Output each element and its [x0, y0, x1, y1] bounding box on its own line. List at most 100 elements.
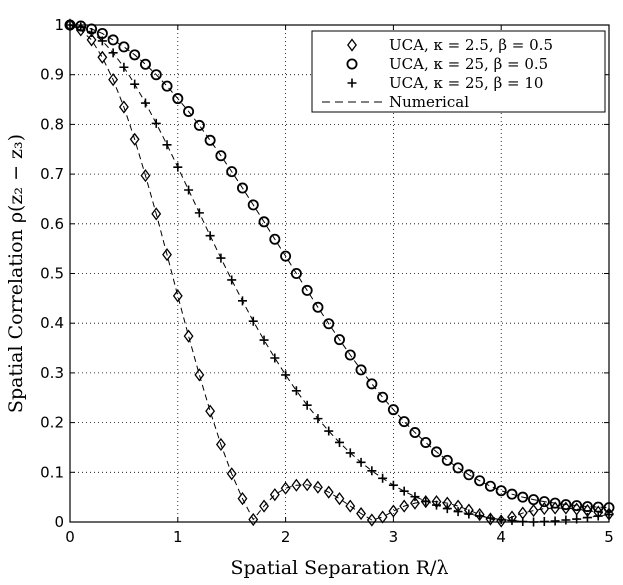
data-point-series-3 [485, 513, 495, 523]
data-point-series-1 [205, 404, 216, 418]
data-point-series-1 [108, 73, 119, 87]
data-point-series-2 [172, 93, 184, 105]
data-point-series-1 [410, 496, 420, 510]
data-point-series-1 [280, 481, 291, 495]
data-point-series-2 [301, 284, 313, 296]
data-point-series-2 [118, 41, 130, 53]
data-point-series-1 [86, 33, 97, 47]
data-point-series-3 [475, 511, 485, 521]
x-tick-label: 0 [65, 528, 75, 546]
data-point-series-2 [452, 462, 464, 474]
data-point-series-3 [173, 162, 183, 172]
data-point-series-2 [474, 475, 486, 487]
data-point-series-2 [538, 496, 550, 508]
data-point-series-1 [334, 492, 345, 506]
x-axis-label: Spatial Separation R/λ [231, 557, 449, 579]
data-point-series-3 [582, 513, 592, 523]
data-point-series-3 [119, 62, 129, 72]
data-point-series-3 [410, 492, 420, 502]
data-point-series-1 [248, 512, 259, 527]
data-point-series-3 [335, 437, 344, 447]
data-point-series-3 [248, 316, 258, 326]
data-point-series-1 [162, 248, 172, 262]
data-point-series-2 [139, 58, 151, 70]
data-point-series-2 [571, 500, 583, 512]
data-point-series-1 [259, 499, 269, 513]
data-point-series-3 [291, 386, 301, 396]
data-point-series-3 [464, 509, 474, 519]
data-point-series-1 [215, 437, 226, 452]
data-point-series-2 [183, 105, 195, 117]
data-point-series-1 [323, 485, 334, 499]
x-tick-label: 4 [496, 528, 506, 546]
data-point-series-1 [194, 368, 205, 382]
data-point-series-1 [151, 207, 162, 221]
data-point-series-1 [399, 499, 410, 513]
data-point-series-2 [506, 488, 518, 500]
data-point-series-2 [517, 491, 529, 503]
data-point-series-2 [560, 499, 572, 511]
data-point-series-1 [97, 50, 108, 64]
data-point-series-1 [237, 492, 248, 506]
data-point-series-2 [398, 416, 410, 428]
data-point-series-1 [183, 329, 194, 343]
data-point-series-1 [388, 504, 399, 518]
data-point-series-3 [281, 370, 291, 380]
data-point-series-2 [161, 80, 173, 92]
data-point-series-1 [356, 506, 366, 521]
legend-marker-series-3 [347, 78, 357, 88]
data-point-series-2 [236, 182, 248, 194]
data-point-series-2 [312, 301, 324, 313]
data-point-series-3 [130, 79, 140, 89]
data-point-series-3 [453, 507, 463, 517]
data-point-series-1 [560, 501, 571, 515]
data-point-series-1 [172, 289, 183, 303]
data-point-series-3 [561, 515, 571, 525]
data-point-series-2 [258, 216, 270, 228]
data-point-series-3 [87, 27, 97, 37]
x-tick-label: 1 [173, 528, 183, 546]
data-point-series-2 [333, 334, 345, 346]
data-point-series-3 [194, 208, 204, 218]
data-point-series-3 [227, 275, 237, 285]
data-point-series-2 [463, 469, 475, 481]
x-tick-label: 2 [281, 528, 291, 546]
legend-label-series-2: UCA, κ = 25, β = 0.5 [389, 55, 548, 73]
data-point-series-1 [129, 132, 140, 146]
y-tick-label: 0.2 [40, 414, 64, 432]
data-point-series-2 [269, 233, 281, 245]
data-point-series-2 [323, 318, 335, 330]
data-point-series-2 [366, 378, 378, 390]
data-point-series-3 [216, 253, 226, 263]
data-point-series-3 [313, 414, 323, 424]
data-point-series-3 [378, 473, 388, 483]
data-point-series-2 [387, 404, 399, 416]
data-point-series-3 [162, 140, 172, 150]
y-tick-label: 0.8 [40, 115, 64, 133]
data-point-series-3 [237, 296, 247, 306]
legend-label-series-1: UCA, κ = 2.5, β = 0.5 [389, 36, 553, 54]
data-point-series-2 [441, 454, 453, 466]
x-tick-label: 3 [389, 528, 399, 546]
data-point-series-3 [97, 36, 107, 46]
y-tick-label: 1 [54, 16, 64, 34]
data-point-series-1 [118, 100, 129, 114]
data-point-series-1 [313, 480, 323, 494]
data-point-series-3 [324, 426, 334, 436]
data-point-series-3 [345, 448, 355, 458]
x-tick-label: 5 [604, 528, 614, 546]
data-point-series-3 [442, 504, 452, 514]
data-point-series-3 [184, 185, 194, 195]
legend-box [311, 30, 606, 113]
y-tick-label: 0.7 [40, 165, 64, 183]
data-point-series-3 [302, 400, 312, 410]
data-point-series-3 [140, 98, 150, 108]
data-point-series-3 [550, 516, 560, 526]
data-point-series-3 [205, 231, 215, 241]
data-point-series-3 [76, 22, 86, 32]
data-point-series-2 [204, 134, 216, 146]
data-point-series-3 [259, 335, 269, 345]
data-point-series-2 [107, 34, 119, 46]
y-tick-label: 0.3 [40, 364, 64, 382]
